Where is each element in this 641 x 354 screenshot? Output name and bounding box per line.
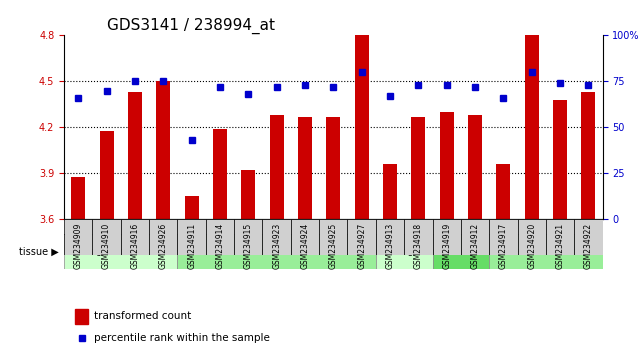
Text: GSM234911: GSM234911 [187,223,196,269]
Text: GSM234917: GSM234917 [499,223,508,269]
Text: GSM234913: GSM234913 [385,223,394,269]
Text: rectum: rectum [260,247,293,256]
Bar [354,35,369,219]
Bar [383,164,397,219]
Text: GSM234926: GSM234926 [159,223,168,269]
Bar [524,35,539,219]
Text: GSM234914: GSM234914 [215,223,224,269]
Text: GSM234918: GSM234918 [414,223,423,269]
Bar [156,81,171,219]
FancyBboxPatch shape [404,219,433,255]
Text: GDS3141 / 238994_at: GDS3141 / 238994_at [107,18,275,34]
Bar [71,177,85,219]
FancyBboxPatch shape [291,219,319,255]
FancyBboxPatch shape [92,219,121,255]
Text: GSM234921: GSM234921 [556,223,565,269]
Text: ascending colon: ascending colon [367,247,441,256]
Text: GSM234920: GSM234920 [527,223,536,269]
Text: GSM234927: GSM234927 [357,223,366,269]
Text: GSM234919: GSM234919 [442,223,451,269]
FancyBboxPatch shape [489,234,603,269]
FancyBboxPatch shape [433,219,461,255]
Text: transverse colon: transverse colon [508,247,583,256]
FancyBboxPatch shape [461,219,489,255]
Text: GSM234922: GSM234922 [584,223,593,269]
FancyBboxPatch shape [376,219,404,255]
Text: transformed count: transformed count [94,311,191,321]
FancyBboxPatch shape [489,219,517,255]
Bar [553,100,567,219]
Bar [581,92,595,219]
FancyBboxPatch shape [262,219,291,255]
Bar [128,92,142,219]
Text: tissue ▶: tissue ▶ [19,246,59,256]
FancyBboxPatch shape [234,219,262,255]
Text: GSM234912: GSM234912 [470,223,479,269]
Bar [440,112,454,219]
Bar [213,129,227,219]
Text: GSM234915: GSM234915 [244,223,253,269]
FancyBboxPatch shape [178,219,206,255]
FancyBboxPatch shape [376,234,433,269]
FancyBboxPatch shape [178,234,376,269]
FancyBboxPatch shape [574,219,603,255]
Text: GSM234916: GSM234916 [131,223,140,269]
FancyBboxPatch shape [433,234,489,269]
Text: GSM234925: GSM234925 [329,223,338,269]
Bar [326,117,340,219]
Text: GSM234910: GSM234910 [102,223,111,269]
FancyBboxPatch shape [347,219,376,255]
FancyBboxPatch shape [319,219,347,255]
Text: GSM234923: GSM234923 [272,223,281,269]
Bar [270,115,284,219]
Bar [75,309,88,324]
Bar [496,164,510,219]
Bar [412,117,426,219]
Bar [298,117,312,219]
Text: percentile rank within the sample: percentile rank within the sample [94,333,270,343]
FancyBboxPatch shape [517,219,546,255]
FancyBboxPatch shape [546,219,574,255]
Text: cecum: cecum [445,247,476,256]
FancyBboxPatch shape [64,234,178,269]
Bar [185,196,199,219]
Bar [99,131,113,219]
FancyBboxPatch shape [149,219,178,255]
Bar [468,115,482,219]
FancyBboxPatch shape [64,219,92,255]
Text: GSM234909: GSM234909 [74,223,83,269]
Text: GSM234924: GSM234924 [301,223,310,269]
FancyBboxPatch shape [206,219,234,255]
FancyBboxPatch shape [121,219,149,255]
Bar [241,170,255,219]
Text: sigmoid colon: sigmoid colon [89,247,152,256]
